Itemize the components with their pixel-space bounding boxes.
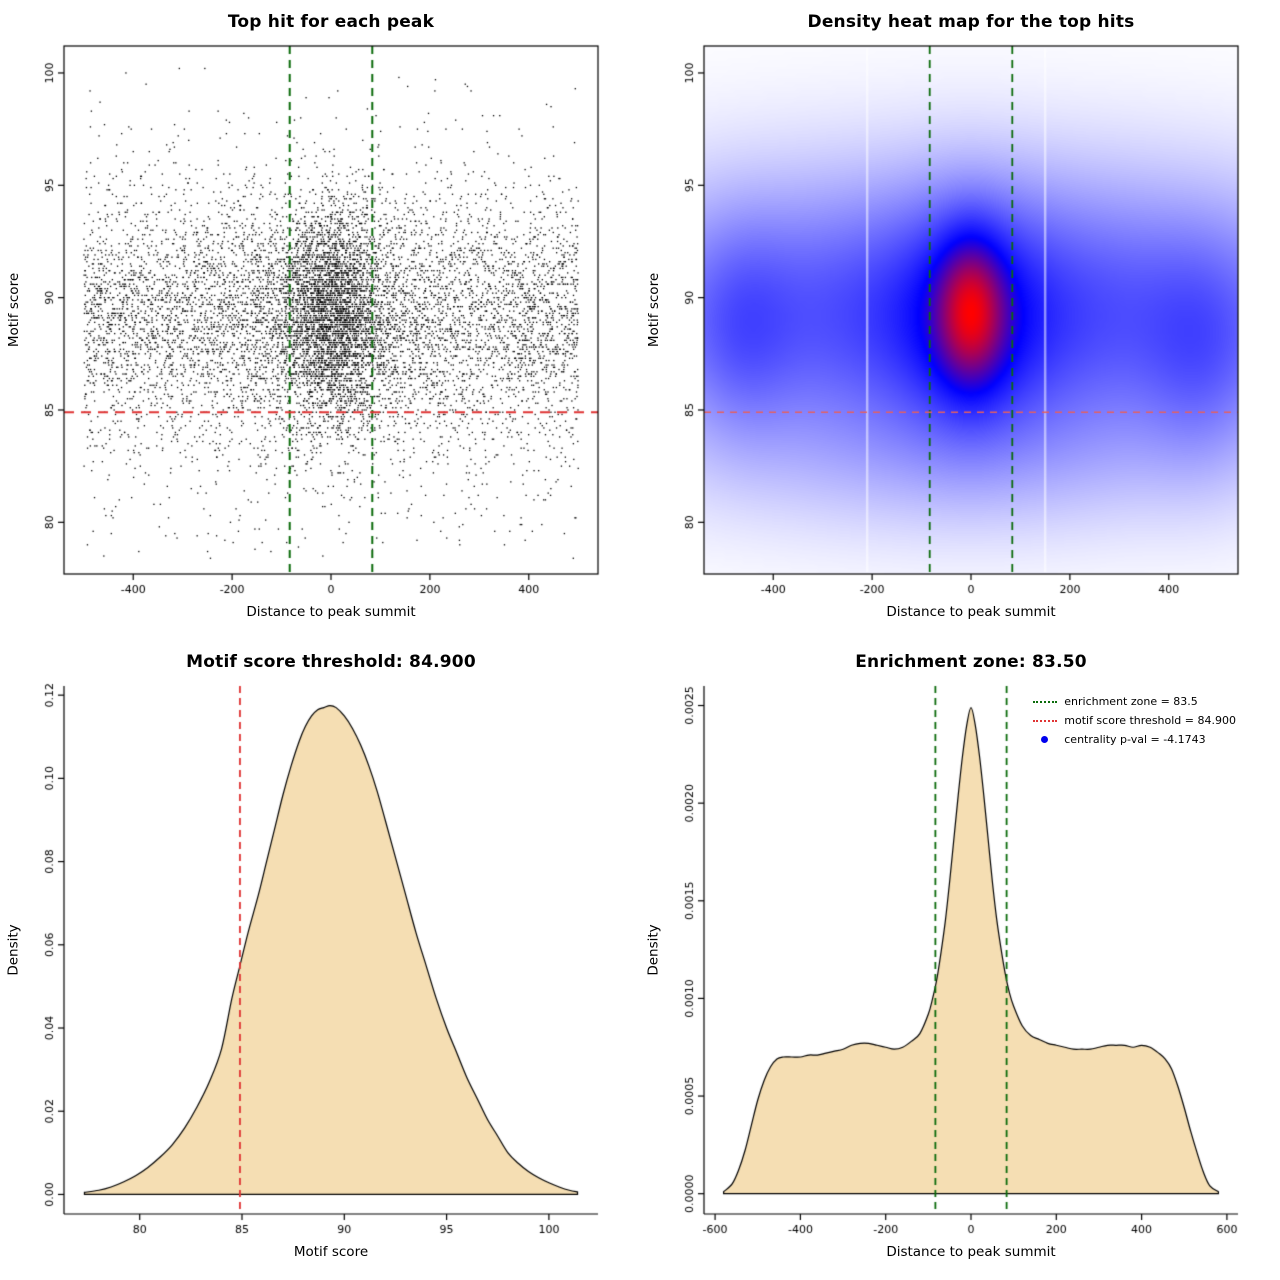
chart-title: Density heat map for the top hits <box>807 12 1135 32</box>
panel-distance-density: Enrichment zone: 83.50 Distance to peak … <box>640 640 1280 1280</box>
point-swatch-icon <box>1041 736 1049 743</box>
chart-title: Motif score threshold: 84.900 <box>186 652 476 672</box>
dotted-line-swatch-icon <box>1033 700 1058 703</box>
legend-item-centrality-pval: centrality p-val = -4.1743 <box>1033 730 1236 749</box>
legend: enrichment zone = 83.5 motif score thres… <box>1033 692 1236 749</box>
chart-title: Top hit for each peak <box>227 12 435 32</box>
y-axis-label: Density <box>646 924 663 976</box>
panel-score-density: Motif score threshold: 84.900 Motif scor… <box>0 640 640 1280</box>
panel-density-heatmap: Density heat map for the top hits Distan… <box>640 0 1280 640</box>
x-axis-label: Distance to peak summit <box>886 604 1056 620</box>
chart-title: Enrichment zone: 83.50 <box>855 652 1087 672</box>
legend-label: motif score threshold = 84.900 <box>1064 714 1236 727</box>
x-axis-label: Distance to peak summit <box>246 604 416 620</box>
x-axis-label: Distance to peak summit <box>886 1244 1056 1260</box>
panel-top-hits-scatter: Top hit for each peak Distance to peak s… <box>0 0 640 640</box>
legend-label: centrality p-val = -4.1743 <box>1064 733 1206 746</box>
legend-item-motif-threshold: motif score threshold = 84.900 <box>1033 711 1236 730</box>
y-axis-label: Motif score <box>6 272 22 348</box>
y-axis-label: Density <box>6 924 23 976</box>
legend-label: enrichment zone = 83.5 <box>1064 695 1198 708</box>
scatter-plot-canvas <box>0 0 640 640</box>
legend-item-enrichment-zone: enrichment zone = 83.5 <box>1033 692 1236 711</box>
x-axis-label: Motif score <box>293 1244 369 1260</box>
dotted-line-swatch-icon <box>1033 719 1058 722</box>
heatmap-canvas <box>640 0 1280 640</box>
y-axis-label: Motif score <box>646 272 662 348</box>
score-density-canvas <box>0 640 640 1280</box>
distance-density-canvas <box>640 640 1280 1280</box>
